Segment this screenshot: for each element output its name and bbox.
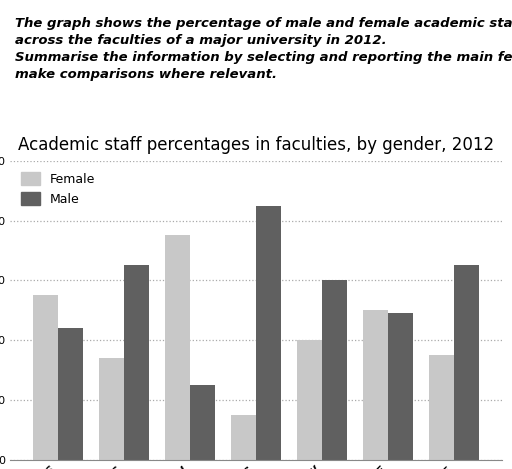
Bar (124, 265, 149, 460)
Title: Academic staff percentages in faculties, by gender, 2012: Academic staff percentages in faculties,… (18, 136, 494, 154)
Bar (256, 205, 281, 460)
Bar (454, 265, 479, 460)
Bar (388, 313, 413, 460)
Bar (297, 340, 322, 460)
Bar (363, 310, 388, 460)
Bar (429, 355, 454, 460)
Text: The graph shows the percentage of male and female academic staff members
across : The graph shows the percentage of male a… (15, 17, 512, 81)
Bar (322, 280, 347, 460)
Bar (33, 295, 58, 460)
Legend: Female, Male: Female, Male (16, 167, 101, 211)
Bar (190, 385, 215, 460)
Bar (231, 415, 256, 460)
Bar (58, 328, 83, 460)
Bar (165, 235, 190, 460)
Bar (99, 358, 124, 460)
